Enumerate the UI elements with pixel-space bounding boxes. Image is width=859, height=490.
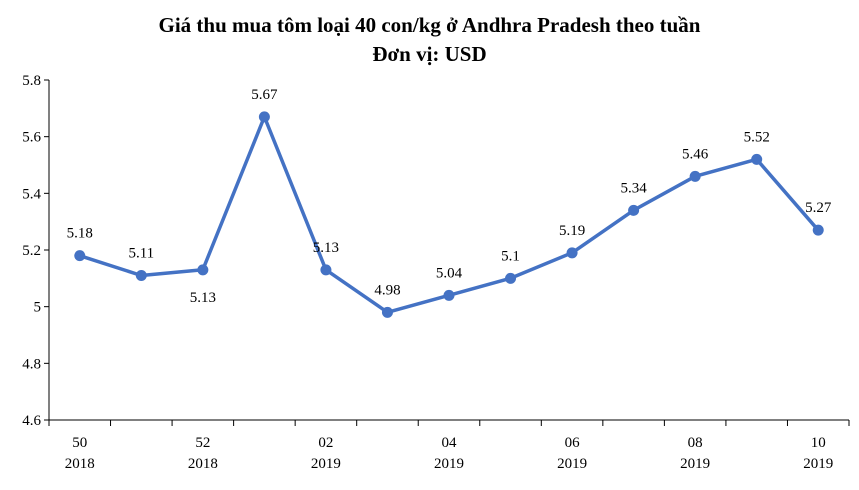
data-label: 5.67 <box>251 87 278 103</box>
data-label: 5.13 <box>313 240 339 256</box>
x-tick-label-year: 2018 <box>65 456 95 472</box>
x-tick-label-year: 2019 <box>803 456 833 472</box>
x-tick-label-week: 06 <box>565 435 581 451</box>
data-point <box>812 224 824 236</box>
data-point <box>628 204 640 216</box>
data-point <box>689 170 701 182</box>
y-tick-label: 5.6 <box>22 130 41 146</box>
data-label: 5.18 <box>67 226 93 242</box>
data-label: 4.98 <box>374 282 400 298</box>
x-tick-label-year: 2019 <box>557 456 587 472</box>
chart-title: Giá thu mua tôm loại 40 con/kg ở Andhra … <box>158 13 701 37</box>
y-tick-label: 5.8 <box>22 73 41 89</box>
data-label: 5.46 <box>682 146 709 162</box>
x-tick-label-week: 10 <box>811 435 826 451</box>
data-label: 5.34 <box>620 180 647 196</box>
x-tick-label-week: 50 <box>72 435 87 451</box>
x-tick-label-week: 52 <box>195 435 210 451</box>
data-label: 5.19 <box>559 223 585 239</box>
data-label: 5.1 <box>501 248 520 264</box>
data-point <box>197 264 209 276</box>
data-point <box>320 264 332 276</box>
y-tick-label: 4.6 <box>22 413 41 429</box>
x-tick-label-week: 08 <box>688 435 703 451</box>
data-point <box>381 306 393 318</box>
data-label: 5.52 <box>744 129 770 145</box>
x-axis-ticks: 50 2018 52 2018 02 2019 04 2019 06 2019 08 2019 10 20… <box>48 420 850 472</box>
y-tick-label: 4.8 <box>22 356 41 372</box>
y-tick-label: 5.2 <box>22 243 41 259</box>
data-labels: 5.18 5.11 5.13 5.67 5.13 4.98 5.04 5.1 5.19 5.34 5… <box>67 87 832 306</box>
x-tick-label-week: 04 <box>442 435 458 451</box>
x-tick-label-year: 2019 <box>311 456 341 472</box>
y-tick-label: 5 <box>34 300 42 316</box>
data-label: 5.27 <box>805 200 832 216</box>
chart-axes <box>48 80 849 421</box>
y-axis-ticks: 4.6 4.8 5 5.2 5.4 5.6 5.8 <box>22 73 49 429</box>
data-label: 5.04 <box>436 265 463 281</box>
x-tick-label-year: 2019 <box>680 456 710 472</box>
data-point <box>751 153 763 165</box>
x-tick-label-year: 2018 <box>188 456 218 472</box>
data-label: 5.11 <box>128 246 154 262</box>
chart-subtitle: Đơn vị: USD <box>372 42 487 66</box>
data-point <box>443 289 455 301</box>
x-tick-label-year: 2019 <box>434 456 464 472</box>
y-tick-label: 5.4 <box>22 186 41 202</box>
x-tick-label-week: 02 <box>318 435 333 451</box>
data-point <box>505 272 517 284</box>
data-point <box>258 111 270 123</box>
data-point <box>74 250 86 262</box>
data-label: 5.13 <box>190 290 216 306</box>
series-layer <box>74 111 824 318</box>
data-point <box>135 270 147 281</box>
data-point <box>566 247 578 259</box>
